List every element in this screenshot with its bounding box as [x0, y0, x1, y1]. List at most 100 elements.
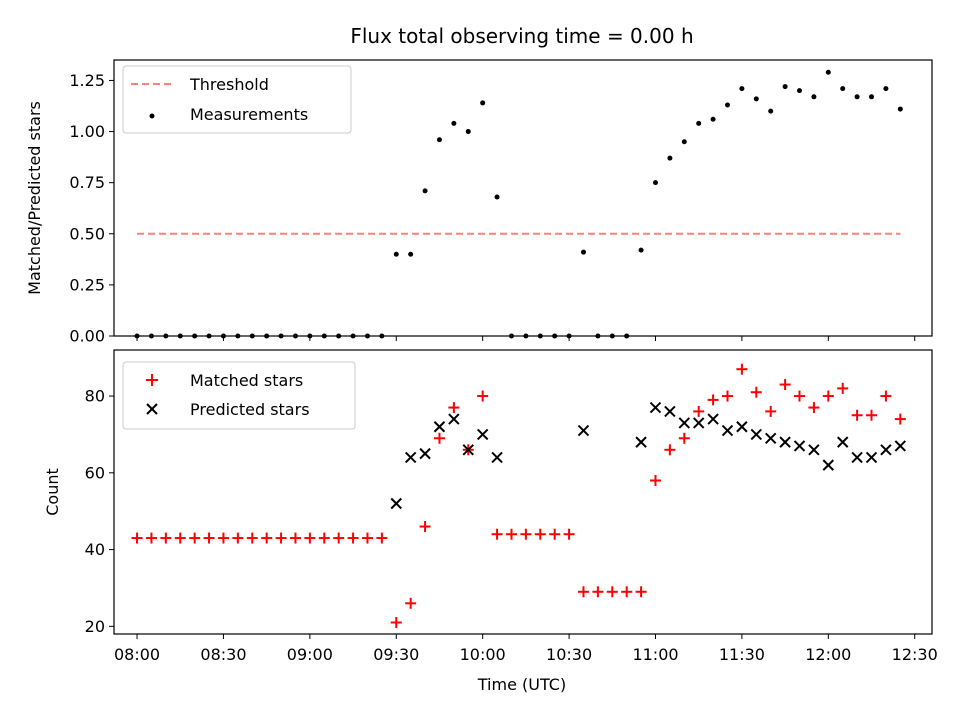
- measurement-point: [667, 155, 673, 161]
- matched-star-point: [664, 444, 676, 456]
- measurement-point: [725, 102, 730, 108]
- bottom-legend-matched-swatch: [146, 374, 158, 386]
- matched-star-point: [678, 432, 690, 444]
- matched-star-point: [635, 586, 647, 598]
- top-ytick-label: 1.00: [69, 122, 105, 141]
- measurement-point: [681, 139, 687, 145]
- matched-star-point: [736, 363, 748, 375]
- matched-star-point: [203, 532, 215, 544]
- matched-star-point: [246, 532, 258, 544]
- matched-star-point: [405, 597, 417, 609]
- predicted-star-point: [880, 444, 892, 456]
- matched-star-point: [851, 409, 863, 421]
- predicted-star-point: [851, 451, 863, 464]
- matched-star-point: [808, 402, 820, 414]
- measurement-point: [840, 86, 846, 92]
- matched-star-point: [606, 586, 618, 598]
- predicted-star-point: [837, 436, 849, 448]
- matched-star-point: [649, 474, 661, 486]
- measurement-point: [753, 96, 759, 102]
- bottom-panel-yticks: 20 40 60 80: [85, 387, 114, 636]
- predicted-star-point: [692, 417, 705, 429]
- predicted-star-point: [764, 432, 777, 444]
- matched-star-point: [433, 432, 445, 444]
- predicted-star-point: [448, 413, 460, 425]
- bottom-legend-predicted-swatch: [146, 403, 158, 415]
- bottom-panel-marks: [131, 363, 907, 628]
- bottom-legend-box: [122, 361, 356, 430]
- predicted-star-point: [433, 421, 446, 433]
- predicted-star-point: [649, 401, 662, 414]
- predicted-star-point: [793, 440, 806, 452]
- bottom-xtick-label: 12:30: [892, 645, 938, 664]
- measurement-point: [480, 100, 486, 106]
- measurement-point: [825, 69, 831, 75]
- predicted-star-point: [779, 436, 791, 448]
- measurement-point: [422, 188, 428, 194]
- matched-star-point: [477, 390, 489, 402]
- matched-star-point: [520, 528, 532, 540]
- bottom-xtick-label: 08:30: [200, 645, 246, 664]
- matched-star-point: [419, 521, 431, 533]
- top-panel: Matched/Predicted stars 0.00 0.25 0.50 0.75…: [25, 59, 933, 346]
- predicted-star-point: [404, 451, 417, 464]
- measurement-point: [883, 86, 889, 92]
- matched-star-point: [534, 528, 546, 540]
- bottom-panel-frame: [113, 349, 933, 635]
- matched-star-point: [333, 532, 345, 544]
- top-panel-legend: Threshold Measurements: [122, 65, 352, 134]
- measurement-point: [897, 106, 903, 112]
- matched-star-point: [376, 532, 388, 544]
- matched-star-point: [779, 379, 791, 391]
- predicted-star-point: [822, 459, 835, 471]
- top-panel-frame: [113, 59, 933, 337]
- matched-star-point: [750, 386, 762, 398]
- bottom-ytick-label: 20: [85, 617, 105, 636]
- matched-star-point: [822, 390, 834, 402]
- matched-star-point: [505, 528, 517, 540]
- matched-star-point: [304, 532, 316, 544]
- predicted-star-point: [635, 436, 647, 448]
- measurement-point: [739, 86, 745, 92]
- predicted-star-point: [865, 451, 878, 464]
- matched-star-point: [347, 532, 359, 544]
- measurement-point: [768, 108, 774, 114]
- bottom-xtick-label: 10:00: [460, 645, 506, 664]
- matched-star-point: [232, 532, 244, 544]
- top-legend-measurements-swatch: [149, 113, 155, 119]
- top-ytick-label: 0.00: [69, 327, 105, 346]
- predicted-star-point: [894, 440, 907, 452]
- measurement-point: [436, 137, 442, 143]
- top-panel-yticks: 0.00 0.25 0.50 0.75 1.00 1.25: [69, 71, 114, 346]
- bottom-ytick-label: 60: [85, 463, 105, 482]
- measurement-point: [580, 249, 586, 255]
- matched-star-point: [577, 586, 589, 598]
- matched-star-point: [289, 532, 301, 544]
- measurement-point: [696, 120, 702, 126]
- predicted-star-point: [678, 417, 691, 429]
- matched-star-point: [549, 528, 561, 540]
- predicted-star-point: [462, 444, 474, 456]
- predicted-star-point: [419, 447, 431, 460]
- measurement-point: [494, 194, 500, 200]
- matched-star-point: [880, 390, 892, 402]
- matched-star-point: [145, 532, 157, 544]
- predicted-star-point: [808, 444, 820, 456]
- top-legend-box: [122, 65, 352, 134]
- matched-star-point: [261, 532, 273, 544]
- measurement-point: [393, 251, 399, 257]
- top-panel-ylabel: Matched/Predicted stars: [25, 101, 44, 295]
- predicted-star-point: [664, 405, 676, 418]
- matched-star-point: [174, 532, 186, 544]
- matched-star-point: [318, 532, 330, 544]
- bottom-xtick-label: 08:00: [114, 645, 160, 664]
- matched-star-point: [160, 532, 172, 544]
- measurement-point: [408, 251, 414, 257]
- measurement-point: [710, 116, 716, 122]
- measurement-point: [465, 129, 471, 135]
- matched-star-point: [837, 382, 849, 394]
- bottom-panel-ylabel: Count: [43, 468, 62, 516]
- bottom-legend-matched-label: Matched stars: [190, 371, 303, 390]
- predicted-star-point: [577, 424, 590, 437]
